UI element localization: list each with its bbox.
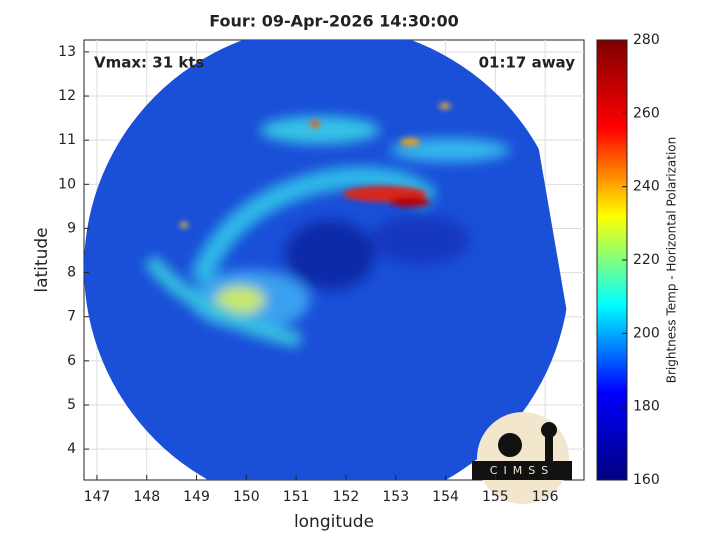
- annotation: 01:17 away: [479, 54, 576, 72]
- colorbar-tick-label: 160: [633, 472, 660, 488]
- y-tick-label: 6: [67, 353, 76, 369]
- x-tick-label: 156: [532, 489, 559, 505]
- y-tick-label: 9: [67, 220, 76, 236]
- colorbar-tick-label: 220: [633, 252, 660, 268]
- logo-text: CIMSS: [490, 464, 554, 477]
- y-axis-label: latitude: [32, 227, 52, 292]
- x-tick-label: 151: [283, 489, 310, 505]
- colorbar-tick-label: 280: [633, 32, 660, 48]
- y-tick-label: 12: [58, 88, 76, 104]
- y-tick-label: 13: [58, 44, 76, 60]
- x-tick-label: 155: [482, 489, 509, 505]
- colorbar-label: Brightness Temp - Horizontal Polarizatio…: [665, 137, 679, 384]
- y-tick-label: 10: [58, 176, 76, 192]
- colorbar-tick-label: 240: [633, 179, 660, 195]
- x-tick-label: 148: [133, 489, 160, 505]
- y-tick-label: 8: [67, 265, 76, 281]
- y-tick-label: 5: [67, 397, 76, 413]
- x-tick-label: 147: [84, 489, 111, 505]
- x-tick-label: 149: [183, 489, 210, 505]
- colorbar-tick-label: 200: [633, 325, 660, 341]
- x-axis-label: longitude: [294, 512, 374, 532]
- x-tick-label: 153: [382, 489, 409, 505]
- colorbar-tick-label: 180: [633, 399, 660, 415]
- y-tick-label: 11: [58, 132, 76, 148]
- x-tick-label: 152: [333, 489, 360, 505]
- x-tick-label: 150: [233, 489, 260, 505]
- swath-image: [84, 40, 570, 480]
- y-tick-label: 7: [67, 309, 76, 325]
- chart-title: Four: 09-Apr-2026 14:30:00: [209, 12, 459, 31]
- y-tick-label: 4: [67, 441, 76, 457]
- x-tick-label: 154: [432, 489, 459, 505]
- colorbar-tick-label: 260: [633, 105, 660, 121]
- cimss-logo: CIMSS: [472, 412, 572, 504]
- annotation: Vmax: 31 kts: [94, 54, 204, 72]
